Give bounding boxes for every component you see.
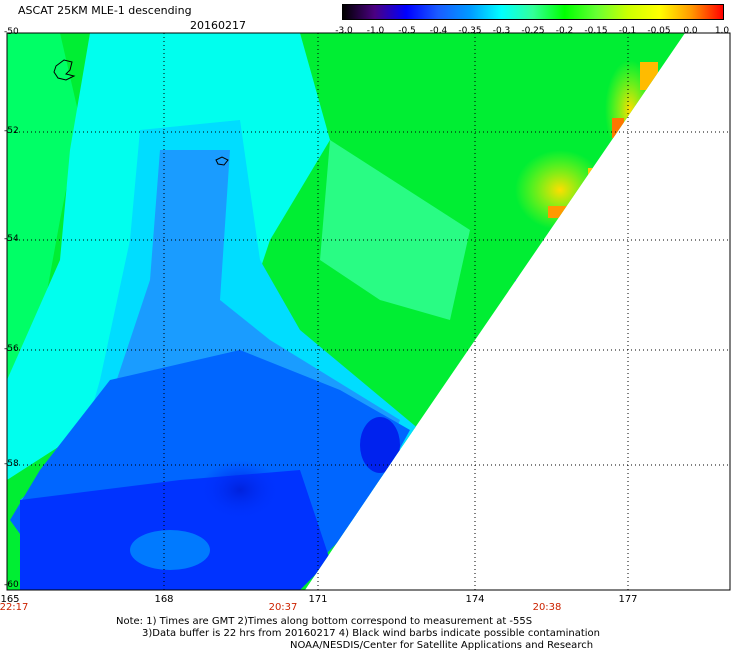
footnote-line: 3)Data buffer is 22 hrs from 20160217 4)… bbox=[142, 628, 600, 639]
lat-label: -56 bbox=[4, 344, 19, 354]
time-label: 20:37 bbox=[268, 602, 298, 613]
colorbar-tick-label: -0.15 bbox=[584, 26, 608, 36]
footnote-line: NOAA/NESDIS/Center for Satellite Applica… bbox=[290, 640, 594, 651]
colorbar-tick-label: -0.05 bbox=[647, 26, 671, 36]
colorbar-tick-label: -0.5 bbox=[398, 26, 416, 36]
time-label: 22:17 bbox=[0, 602, 29, 613]
lat-label: -52 bbox=[4, 126, 19, 136]
colorbar-tick-label: -0.4 bbox=[429, 26, 448, 36]
lon-label: 177 bbox=[618, 594, 638, 605]
lon-label: 165 bbox=[0, 594, 20, 605]
lon-label: 174 bbox=[465, 594, 485, 605]
colorbar-tick-label: -0.3 bbox=[492, 26, 511, 36]
lat-label: -58 bbox=[4, 459, 19, 469]
colorbar-tick-label: 1.0 bbox=[714, 26, 730, 36]
colorbar-tick-label: -0.25 bbox=[521, 26, 545, 36]
coastlines bbox=[53, 59, 229, 166]
graticule bbox=[7, 33, 730, 590]
colorbar-tick-label: -0.35 bbox=[458, 26, 482, 36]
time-label: 20:38 bbox=[532, 602, 562, 613]
lat-label: -50 bbox=[4, 27, 19, 37]
lon-label: 171 bbox=[308, 594, 328, 605]
data-field bbox=[7, 33, 685, 590]
lat-label: -54 bbox=[4, 234, 19, 244]
colorbar-tick-label: -3.0 bbox=[335, 26, 353, 36]
colorbar-tick-label: 0.0 bbox=[683, 26, 698, 36]
colorbar bbox=[342, 4, 724, 20]
lon-label: 168 bbox=[154, 594, 174, 605]
lat-label: -60 bbox=[4, 580, 19, 590]
map-title: ASCAT 25KM MLE-1 descending bbox=[18, 4, 192, 17]
footnote-line: Note: 1) Times are GMT 2)Times along bot… bbox=[116, 616, 533, 627]
colorbar-tick-label: -0.2 bbox=[555, 26, 574, 36]
colorbar-tick-label: -0.1 bbox=[618, 26, 637, 36]
map-date: 20160217 bbox=[190, 19, 246, 32]
map-frame bbox=[6, 32, 731, 591]
colorbar-tick-label: -1.0 bbox=[366, 26, 385, 36]
